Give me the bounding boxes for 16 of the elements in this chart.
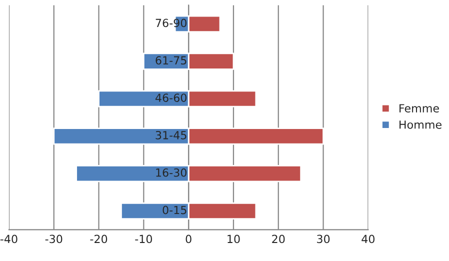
x-tick-label: -10 <box>135 234 152 244</box>
y-tick-label: 31-45 <box>156 130 186 140</box>
y-tick-label: 46-60 <box>155 94 186 102</box>
x-tick-label: -40 <box>0 234 18 244</box>
x-tick-label: -30 <box>45 234 62 244</box>
x-tick-label: 30 <box>317 234 330 244</box>
y-tick-label: 61-75 <box>156 56 186 65</box>
x-tick-label: 0 <box>186 234 192 244</box>
x-tick-label: 20 <box>272 234 285 244</box>
y-tick-label: 16-30 <box>156 168 186 177</box>
x-tick-label: 40 <box>362 234 375 244</box>
y-tick-label: 0-15 <box>162 206 186 214</box>
x-tick-label: -20 <box>90 234 108 244</box>
legend-label: Femme <box>400 104 439 113</box>
x-tick-label: 10 <box>228 234 240 244</box>
legend-label: Homme <box>400 120 442 129</box>
